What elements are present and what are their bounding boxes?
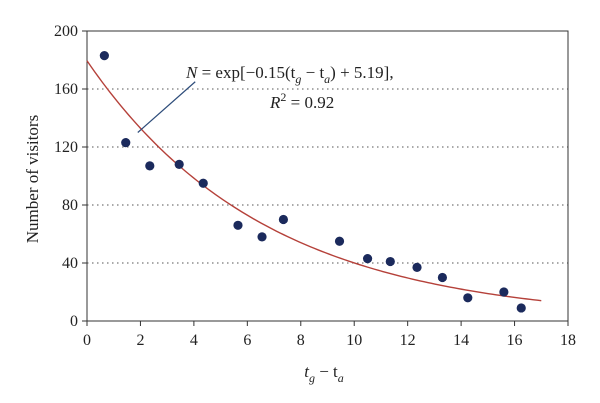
data-point: [516, 303, 526, 313]
y-axis-label: Number of visitors: [23, 115, 42, 243]
data-points: [99, 51, 526, 313]
data-point: [334, 236, 345, 246]
data-point: [99, 51, 109, 61]
data-point: [362, 254, 373, 264]
y-tick-label-160: 160: [54, 81, 78, 98]
data-point: [278, 214, 289, 225]
annotation-pointer: [137, 81, 196, 133]
x-tick-label-12: 12: [400, 332, 416, 349]
x-tick-label-18: 18: [560, 332, 576, 349]
axes: [82, 30, 569, 326]
data-point: [385, 256, 395, 267]
data-point: [121, 138, 131, 148]
y-tick-label-40: 40: [62, 255, 78, 272]
x-tick-label-8: 8: [297, 332, 305, 349]
y-tick-label-0: 0: [70, 313, 78, 330]
x-tick-label-14: 14: [453, 332, 469, 349]
data-point: [412, 262, 422, 272]
data-point: [463, 293, 473, 303]
x-tick-label-2: 2: [136, 332, 144, 349]
fit-equation: N = exp[−0.15(tg − ta) + 5.19],: [185, 63, 394, 86]
y-tick-label-200: 200: [54, 23, 78, 40]
fit-curve: [86, 60, 542, 302]
x-tick-label-4: 4: [190, 332, 198, 349]
fit-curve-group: [86, 60, 542, 302]
data-point: [198, 178, 208, 188]
y-tick-label-80: 80: [62, 197, 78, 214]
data-point: [145, 161, 155, 171]
x-tick-label-16: 16: [507, 332, 523, 349]
plot-frame: [86, 30, 569, 322]
x-axis-label-mid: − t: [315, 362, 338, 381]
x-tick-label-10: 10: [346, 332, 362, 349]
data-point: [257, 232, 267, 242]
r-squared-label: R2 = 0.92: [269, 90, 334, 112]
x-axis-label: tg − ta: [304, 362, 344, 385]
data-point: [499, 287, 509, 297]
tick-labels: 0 2 4 6 8 10 12 14 16 18 0 40 80 120 160 200: [54, 23, 576, 349]
x-tick-label-6: 6: [243, 332, 251, 349]
y-tick-label-120: 120: [54, 139, 78, 156]
data-point: [174, 159, 184, 169]
x-tick-label-0: 0: [83, 332, 91, 349]
data-point: [233, 220, 243, 230]
data-point: [437, 272, 448, 283]
